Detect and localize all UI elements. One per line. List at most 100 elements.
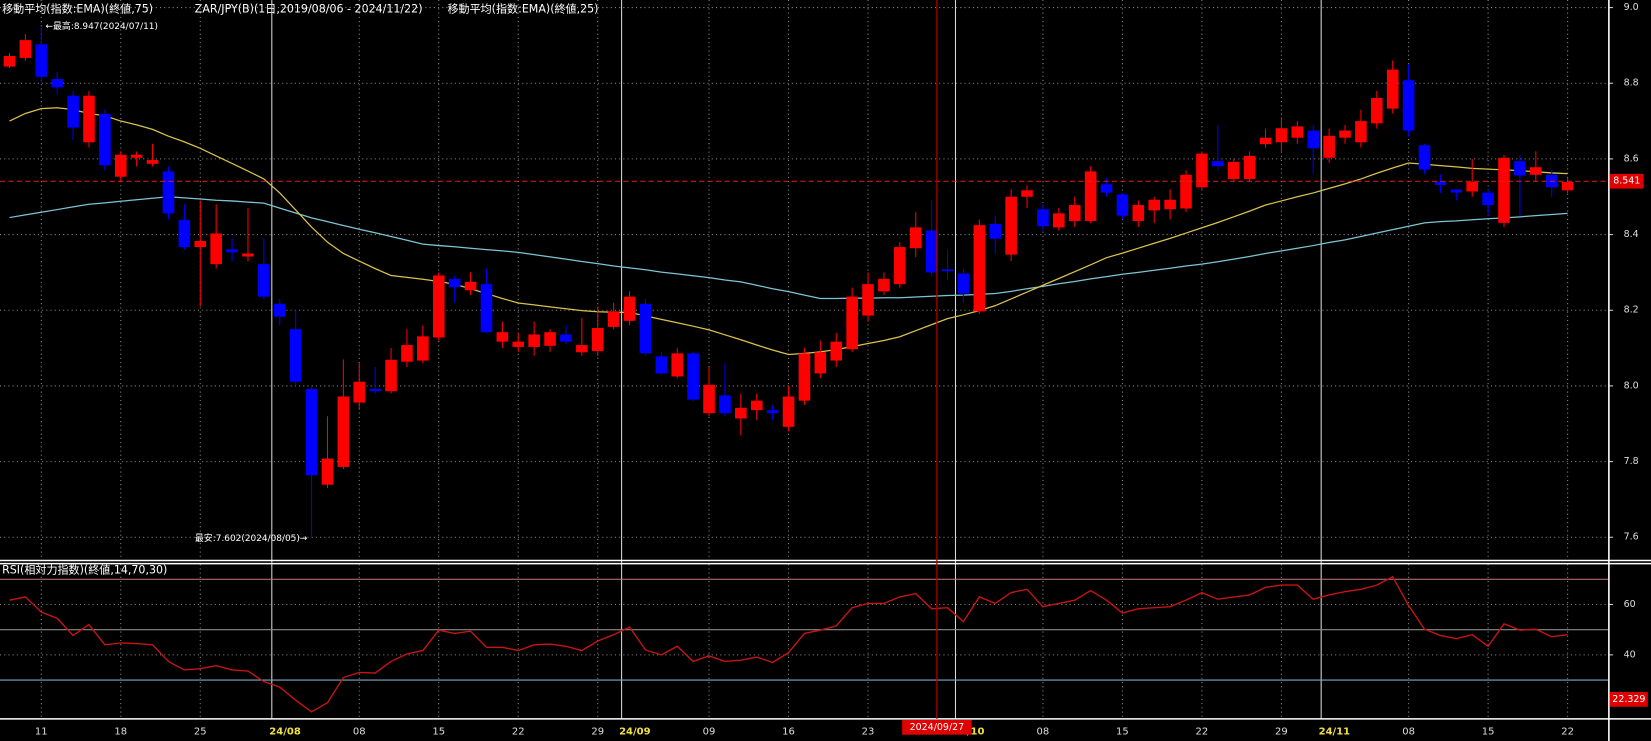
y-tick-label: 40: [1624, 649, 1636, 660]
candle-body: [894, 247, 906, 285]
candle-body: [1068, 205, 1081, 221]
candle-body: [321, 458, 334, 485]
candle-body: [1259, 137, 1272, 145]
candle-body: [1482, 192, 1494, 206]
candle-body: [528, 334, 540, 347]
candle-body: [432, 275, 445, 338]
candle-body: [1386, 69, 1399, 109]
candle-body: [51, 79, 63, 88]
chart-title: ZAR/JPY(B)(1日,2019/08/06 - 2024/11/22): [195, 2, 423, 15]
candle-body: [1450, 189, 1463, 193]
x-tick-label: 22: [1561, 727, 1574, 738]
rsi-title: RSI(相対力指数)(終値,14,70,30): [2, 562, 167, 576]
x-tick-label: 18: [114, 727, 127, 738]
rsi-line: [9, 575, 1568, 713]
candle-body: [305, 388, 318, 476]
candle-body: [385, 359, 397, 392]
candle-body: [1339, 130, 1351, 138]
candle-body: [1371, 97, 1383, 124]
y-tick-label: 8.2: [1624, 305, 1639, 316]
annotation-low: 最安:7.602(2024/08/05)→: [195, 532, 308, 544]
candle-body: [1530, 167, 1542, 175]
candle-body: [258, 264, 270, 297]
candle-body: [1561, 181, 1574, 191]
last-price-box: [1609, 173, 1644, 189]
candle-body: [591, 328, 604, 352]
candle-body: [766, 410, 779, 414]
x-tick-label: 29: [591, 727, 604, 738]
candle-body: [1227, 161, 1240, 179]
candle-body: [814, 352, 827, 374]
last-price-label: 8.541: [1613, 176, 1640, 187]
candle-body: [655, 356, 668, 374]
candle-body: [671, 353, 684, 377]
candle-body: [1291, 126, 1304, 138]
candle-body: [226, 249, 238, 253]
candle-body: [687, 353, 699, 400]
candle-body: [735, 407, 747, 419]
candle-body: [623, 296, 636, 321]
candle-body: [146, 160, 159, 164]
candle-body: [1100, 184, 1113, 193]
candle-body: [862, 284, 874, 316]
candle-body: [1196, 153, 1208, 188]
candle-body: [1434, 181, 1447, 186]
y-tick-label: 8.6: [1624, 153, 1639, 164]
y-tick-label: 8.8: [1624, 78, 1639, 89]
y-tick-label: 9.0: [1624, 2, 1639, 13]
x-tick-label: 15: [432, 727, 445, 738]
candle-body: [464, 281, 477, 291]
candle-body: [1212, 161, 1224, 167]
y-tick-label: 7.8: [1624, 456, 1639, 467]
rsi-value-label: 22.329: [1612, 694, 1645, 705]
x-tick-label: 22: [512, 727, 525, 738]
candle-body: [178, 219, 191, 248]
candle-body: [1323, 135, 1335, 158]
y-tick-label: 7.6: [1624, 532, 1639, 543]
candle-body: [846, 296, 858, 350]
x-tick-label: 25: [194, 727, 207, 738]
x-tick-label: 15: [1116, 727, 1129, 738]
candle-body: [162, 171, 175, 214]
candle-body: [496, 332, 509, 342]
candle-body: [830, 341, 843, 361]
candle-body: [480, 284, 493, 333]
candle-body: [878, 278, 890, 292]
candle-body: [989, 223, 1002, 239]
candle-body: [273, 303, 286, 317]
y-tick-label: 60: [1624, 599, 1636, 610]
x-tick-label: 24/08: [269, 727, 301, 738]
candle-body: [750, 400, 763, 411]
ema-line: [9, 196, 1568, 300]
candle-body: [1514, 161, 1526, 176]
candle-body: [1498, 157, 1510, 223]
candle-body: [242, 253, 254, 257]
candle-body: [1307, 130, 1320, 149]
candle-body: [957, 273, 970, 294]
ema-line: [9, 107, 1568, 356]
candle-body: [925, 230, 938, 273]
y-tick-label: 8.0: [1624, 380, 1639, 391]
x-tick-label: 23: [862, 727, 875, 738]
candle-body: [941, 269, 954, 272]
candle-body: [130, 154, 143, 158]
candle-body: [1148, 199, 1161, 211]
candle-body: [544, 332, 556, 346]
x-tick-label: 11: [35, 727, 48, 738]
candle-body: [1005, 196, 1017, 255]
candle-body: [1084, 171, 1097, 221]
candle-body: [1132, 205, 1145, 221]
x-tick-label: 08: [1037, 727, 1050, 738]
x-tick-label: 24/09: [619, 727, 651, 738]
candle-body: [1418, 145, 1431, 170]
legend-ema25: 移動平均(指数:EMA)(終値,25): [447, 1, 598, 15]
x-tick-label: 09: [703, 727, 716, 738]
candle-body: [639, 303, 652, 354]
candle-body: [782, 396, 795, 427]
candle-body: [560, 334, 572, 342]
candle-body: [1275, 128, 1288, 143]
candle-body: [909, 227, 922, 249]
candle-body: [1180, 174, 1192, 209]
x-tick-label: 24/11: [1319, 727, 1351, 738]
